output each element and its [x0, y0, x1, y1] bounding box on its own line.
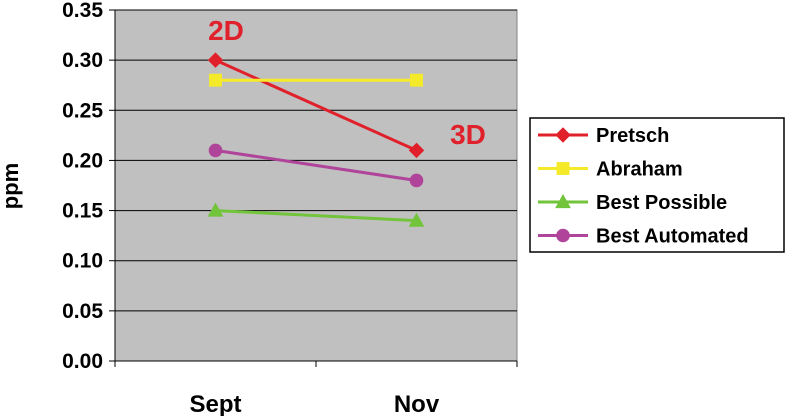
data-point	[209, 73, 222, 87]
series-line	[214, 58, 418, 152]
x-axis: Sept Nov	[114, 360, 518, 416]
y-tick-label: 0.10	[62, 250, 103, 273]
y-tick-label: 0.15	[62, 200, 103, 223]
annotation-label: 2D	[208, 15, 244, 46]
x-tick-label: Nov	[394, 391, 440, 416]
legend-marker	[556, 162, 570, 175]
annotation-label: 3D	[450, 119, 486, 150]
legend-item-label: Best Possible	[596, 192, 727, 214]
series-abraham	[209, 73, 423, 87]
data-point	[208, 143, 223, 158]
data-point	[409, 173, 424, 188]
data-point	[410, 73, 423, 87]
annotations: 2D 3D	[208, 15, 486, 150]
data-point	[207, 52, 224, 68]
legend-item-label: Abraham	[596, 159, 683, 181]
legend-item-label: Pretsch	[596, 125, 669, 147]
y-tick-label: 0.30	[62, 49, 103, 72]
legend: Pretsch Abraham Best Possible Best Automate…	[529, 117, 785, 253]
series-line	[215, 209, 417, 223]
series-best-possible	[207, 202, 425, 227]
y-tick-label: 0.25	[62, 99, 103, 122]
data-point	[207, 202, 224, 217]
y-tick-label: 0.00	[62, 350, 103, 373]
legend-marker	[555, 193, 571, 209]
data-point	[408, 212, 425, 227]
y-axis: 0.00 0.05 0.10 0.15 0.20 0.25 0.30 0.35	[62, 0, 116, 373]
y-tick-label: 0.20	[62, 149, 103, 172]
x-tick-label: Sept	[189, 391, 241, 416]
legend-marker	[556, 228, 570, 243]
gridlines	[115, 9, 517, 362]
y-axis-label: ppm	[0, 163, 23, 209]
y-tick-label: 0.35	[62, 0, 103, 22]
legend-item-label: Best Automated	[596, 226, 749, 248]
legend-marker	[555, 127, 571, 143]
series-pretsch	[207, 52, 425, 159]
series-best-automated	[208, 143, 424, 188]
plot-area	[114, 9, 518, 362]
series-line	[215, 148, 417, 182]
legend-box	[529, 117, 785, 253]
y-tick-label: 0.05	[62, 300, 103, 323]
series-group	[207, 52, 425, 227]
data-point	[408, 142, 425, 159]
